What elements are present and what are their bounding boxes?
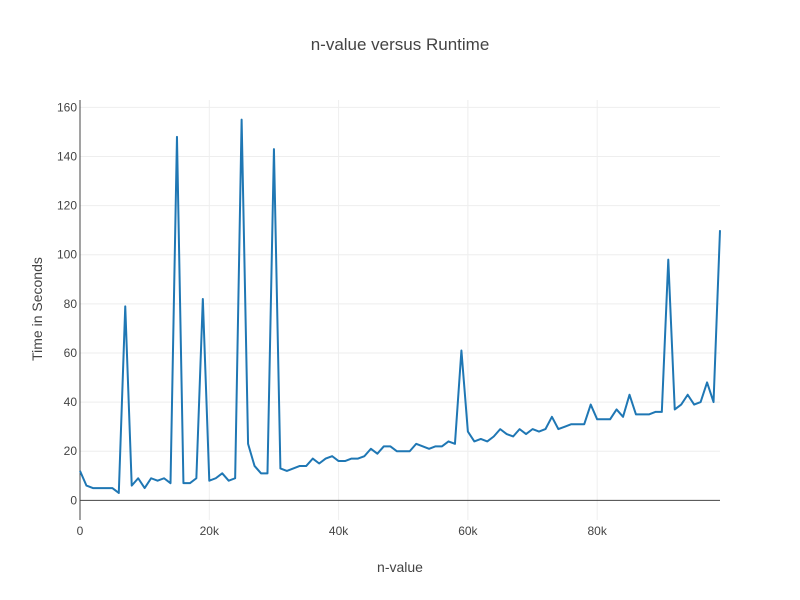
y-tick-label: 140 xyxy=(57,149,77,163)
x-tick-label: 80k xyxy=(587,524,607,538)
y-tick-label: 0 xyxy=(70,493,77,507)
y-tick-label: 80 xyxy=(64,297,78,311)
series-layer xyxy=(79,118,721,494)
axes xyxy=(79,100,720,520)
x-tick-label: 0 xyxy=(77,524,84,538)
x-tick-label: 20k xyxy=(200,524,220,538)
y-tick-label: 100 xyxy=(57,248,77,262)
y-tick-label: 20 xyxy=(64,444,78,458)
y-tick-label: 120 xyxy=(57,199,77,213)
x-tick-label: 40k xyxy=(329,524,349,538)
tick-labels: 0 20 40 60 80 100 120 140 160 0 20k 40k 60k 80k xyxy=(57,100,608,538)
y-tick-label: 40 xyxy=(64,395,78,409)
chart-title: n-value versus Runtime xyxy=(311,35,490,54)
y-tick-label: 160 xyxy=(57,100,77,114)
x-tick-label: 60k xyxy=(458,524,478,538)
y-tick-label: 60 xyxy=(64,346,78,360)
x-axis-title: n-value xyxy=(377,559,423,575)
y-axis-title: Time in Seconds xyxy=(29,257,45,361)
gridlines xyxy=(80,100,720,520)
series-line xyxy=(79,118,721,494)
